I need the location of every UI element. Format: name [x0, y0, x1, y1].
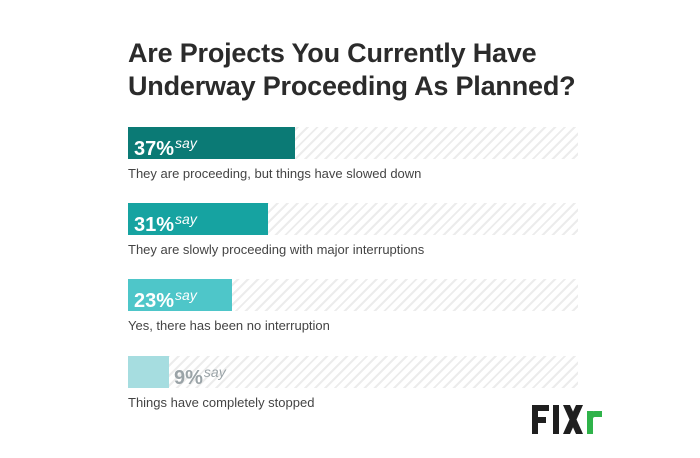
bar-value-label: 37%say	[134, 131, 197, 161]
bar-value-suffix: say	[203, 364, 226, 380]
fixr-logo-letters	[532, 405, 602, 434]
bar-row-2: 31%say They are slowly proceeding with m…	[128, 203, 578, 257]
bar-track: 23%say	[128, 279, 578, 313]
fixr-logo	[532, 405, 602, 434]
bar-track: 9%say	[128, 356, 578, 390]
bar-value-label: 23%say	[134, 283, 197, 313]
bar-category-label: Yes, there has been no interruption	[128, 318, 330, 333]
bar-value-suffix: say	[175, 135, 197, 151]
bar-category-label: They are slowly proceeding with major in…	[128, 242, 425, 257]
bar-track: 37%say	[128, 127, 578, 161]
bar-fill	[128, 356, 169, 388]
bar-value: 37%	[134, 138, 175, 160]
bar-row-4: 9%say Things have completely stopped	[128, 356, 578, 410]
bar-category-label: Things have completely stopped	[128, 395, 315, 410]
bar-row-1: 37%say They are proceeding, but things h…	[128, 127, 578, 181]
bar-value-suffix: say	[175, 211, 197, 227]
chart-title: Are Projects You Currently Have Underway…	[128, 38, 576, 101]
bar-fill	[128, 279, 232, 311]
bar-value-label: 9%say	[174, 360, 226, 390]
bar-fill	[128, 203, 268, 235]
bar-value-label: 31%say	[134, 207, 197, 237]
bar-value-suffix: say	[175, 287, 197, 303]
bar-fill	[128, 127, 295, 159]
bar-value: 9%	[174, 367, 203, 389]
bar-value: 31%	[134, 214, 175, 236]
bar-value: 23%	[134, 290, 175, 312]
bar-row-3: 23%say Yes, there has been no interrupti…	[128, 279, 578, 333]
bar-category-label: They are proceeding, but things have slo…	[128, 166, 422, 181]
bar-track: 31%say	[128, 203, 578, 237]
